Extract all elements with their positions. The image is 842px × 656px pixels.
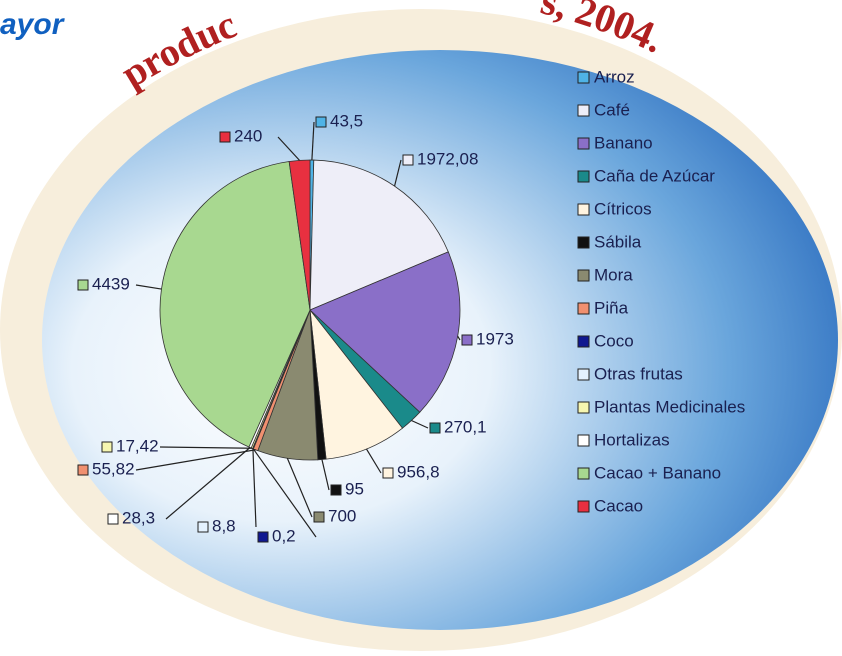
value-label: 28,3 xyxy=(122,508,155,527)
legend-label: Plantas Medicinales xyxy=(594,397,745,416)
label-swatch xyxy=(383,468,393,478)
label-swatch xyxy=(198,522,208,532)
value-label: 700 xyxy=(328,506,356,525)
pie xyxy=(160,160,460,460)
legend-swatch xyxy=(578,204,589,215)
legend-label: Sábila xyxy=(594,232,642,251)
label-swatch xyxy=(430,423,440,433)
legend-label: Coco xyxy=(594,331,634,350)
label-swatch xyxy=(316,117,326,127)
chart: ayor produc s, 2004. 43,51972,081973270,… xyxy=(0,0,842,651)
legend-label: Banano xyxy=(594,133,653,152)
legend-swatch xyxy=(578,171,589,182)
value-label: 4439 xyxy=(92,274,130,293)
label-swatch xyxy=(462,335,472,345)
legend-label: Cacao xyxy=(594,496,643,515)
value-label: 956,8 xyxy=(397,462,440,481)
label-swatch xyxy=(102,442,112,452)
value-label: 17,42 xyxy=(116,436,159,455)
value-label: 1972,08 xyxy=(417,149,478,168)
legend-label: Arroz xyxy=(594,67,635,86)
legend-swatch xyxy=(578,435,589,446)
legend-label: Mora xyxy=(594,265,633,284)
corner-text: ayor xyxy=(0,8,66,41)
label-swatch xyxy=(78,280,88,290)
legend-label: Otras frutas xyxy=(594,364,683,383)
value-label: 43,5 xyxy=(330,111,363,130)
legend-label: Cítricos xyxy=(594,199,652,218)
label-swatch xyxy=(220,132,230,142)
legend-swatch xyxy=(578,336,589,347)
legend-swatch xyxy=(578,369,589,380)
legend-label: Piña xyxy=(594,298,629,317)
value-label: 8,8 xyxy=(212,516,236,535)
value-label: 270,1 xyxy=(444,417,487,436)
legend-swatch xyxy=(578,138,589,149)
legend-swatch xyxy=(578,72,589,83)
legend-swatch xyxy=(578,105,589,116)
legend-swatch xyxy=(578,237,589,248)
label-swatch xyxy=(331,485,341,495)
label-swatch xyxy=(403,155,413,165)
value-label: 95 xyxy=(345,479,364,498)
label-swatch xyxy=(108,514,118,524)
legend-swatch xyxy=(578,501,589,512)
legend-label: Cacao + Banano xyxy=(594,463,721,482)
value-label: 55,82 xyxy=(92,459,135,478)
legend-label: Caña de Azúcar xyxy=(594,166,715,185)
value-label: 0,2 xyxy=(272,526,296,545)
label-swatch xyxy=(78,465,88,475)
label-swatch xyxy=(314,512,324,522)
value-label: 1973 xyxy=(476,329,514,348)
label-swatch xyxy=(258,532,268,542)
legend-label: Hortalizas xyxy=(594,430,670,449)
legend-swatch xyxy=(578,402,589,413)
legend-swatch xyxy=(578,270,589,281)
value-label: 240 xyxy=(234,126,262,145)
legend-swatch xyxy=(578,468,589,479)
legend-label: Café xyxy=(594,100,630,119)
legend-swatch xyxy=(578,303,589,314)
